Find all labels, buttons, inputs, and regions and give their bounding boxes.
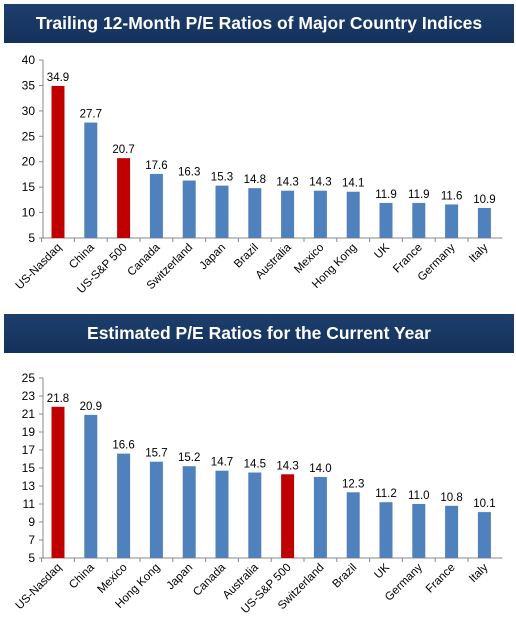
bar-canada — [149, 173, 163, 238]
y-tick-label: 25 — [22, 371, 36, 385]
category-label: US-Nasdaq — [14, 562, 65, 613]
y-tick-label: 23 — [22, 389, 36, 403]
bar-us-s-p-500 — [117, 158, 131, 238]
y-tick-label: 10 — [22, 206, 36, 220]
value-label: 11.2 — [375, 488, 397, 500]
value-label: 10.8 — [440, 492, 462, 504]
bar-australia — [248, 472, 262, 558]
bar-germany — [445, 204, 459, 238]
bar-china — [84, 414, 98, 558]
category-label: Italy — [467, 241, 491, 265]
chart-panel-trailing: Trailing 12-Month P/E Ratios of Major Co… — [0, 0, 516, 312]
bar-france — [445, 505, 459, 558]
y-tick-label: 19 — [22, 425, 36, 439]
chart-panel-estimated: Estimated P/E Ratios for the Current Yea… — [0, 312, 516, 629]
value-label: 11.9 — [375, 189, 397, 201]
y-tick-label: 20 — [22, 155, 36, 169]
bar-mexico — [117, 453, 131, 558]
category-label: Japan — [165, 562, 196, 593]
value-label: 20.7 — [112, 144, 134, 156]
y-tick-label: 35 — [22, 78, 36, 92]
bar-us-nasdaq — [51, 406, 65, 558]
category-label: Japan — [197, 242, 228, 273]
category-label: China — [67, 241, 97, 271]
y-tick-label: 13 — [22, 479, 36, 493]
y-tick-label: 30 — [22, 104, 36, 118]
y-tick-label: 5 — [28, 551, 35, 565]
category-label: UK — [372, 561, 392, 581]
category-label: UK — [372, 241, 392, 261]
value-label: 11.6 — [441, 190, 463, 202]
value-label: 27.7 — [80, 109, 102, 121]
bar-us-nasdaq — [51, 85, 65, 239]
chart-title: Trailing 12-Month P/E Ratios of Major Co… — [4, 4, 514, 43]
category-label: Brazil — [232, 242, 261, 271]
bar-hong-kong — [149, 461, 163, 558]
value-label: 14.5 — [244, 459, 266, 471]
category-label: Australia — [254, 241, 295, 282]
bar-germany — [412, 504, 426, 558]
bar-mexico — [313, 190, 327, 238]
y-tick-label: 21 — [22, 407, 36, 421]
bar-japan — [182, 466, 196, 558]
category-label: Brazil — [330, 562, 359, 591]
bar-brazil — [248, 188, 262, 238]
category-label: Italy — [467, 561, 491, 585]
bar-switzerland — [182, 180, 196, 238]
value-label: 34.9 — [47, 72, 69, 84]
y-tick-label: 5 — [28, 231, 35, 245]
bar-uk — [379, 202, 393, 238]
category-label: China — [67, 561, 97, 591]
value-label: 15.7 — [145, 448, 167, 460]
chart-title: Estimated P/E Ratios for the Current Yea… — [4, 314, 514, 353]
category-label: France — [424, 562, 458, 596]
bar-us-s-p-500 — [281, 474, 295, 558]
value-label: 15.2 — [178, 452, 200, 464]
bar-china — [84, 122, 98, 238]
value-label: 21.8 — [47, 393, 69, 405]
chart-trailing-pe: 5 10 15 20 25 30 35 40 34.9 US-Nasdaq 27.7 China 20.… — [14, 53, 503, 296]
y-tick-label: 40 — [22, 53, 36, 67]
y-tick-label: 25 — [22, 129, 36, 143]
y-tick-label: 15 — [22, 180, 36, 194]
bar-france — [412, 202, 426, 238]
value-label: 16.6 — [112, 440, 134, 452]
value-label: 10.1 — [473, 498, 495, 510]
category-label: US-Nasdaq — [14, 242, 65, 293]
value-label: 11.0 — [408, 490, 430, 502]
value-label: 16.3 — [178, 167, 200, 179]
value-label: 15.3 — [211, 172, 233, 184]
value-label: 14.8 — [244, 174, 266, 186]
y-tick-label: 11 — [23, 497, 36, 511]
bar-japan — [215, 185, 229, 238]
value-label: 11.9 — [408, 189, 430, 201]
bar-italy — [477, 207, 491, 238]
value-label: 14.3 — [309, 177, 331, 189]
value-label: 14.0 — [309, 463, 331, 475]
y-tick-label: 7 — [28, 533, 35, 547]
bar-canada — [215, 470, 229, 558]
chart-estimated-pe: 5 7 9 11 13 15 17 19 21 23 25 21.8 US-Nasdaq 20.9 Chin… — [14, 371, 503, 616]
bar-brazil — [346, 492, 360, 558]
y-tick-label: 17 — [22, 443, 36, 457]
bar-australia — [281, 190, 295, 238]
bar-hong-kong — [346, 191, 360, 238]
value-label: 17.6 — [145, 160, 167, 172]
y-tick-label: 15 — [22, 461, 36, 475]
value-label: 14.3 — [276, 177, 298, 189]
value-label: 20.9 — [80, 401, 102, 413]
y-tick-label: 9 — [28, 515, 35, 529]
bar-switzerland — [313, 477, 327, 558]
value-label: 14.1 — [342, 178, 364, 190]
bar-italy — [477, 512, 491, 558]
value-label: 12.3 — [342, 478, 364, 490]
bar-uk — [379, 502, 393, 558]
value-label: 14.3 — [276, 460, 298, 472]
value-label: 10.9 — [473, 194, 495, 206]
value-label: 14.7 — [211, 457, 233, 469]
